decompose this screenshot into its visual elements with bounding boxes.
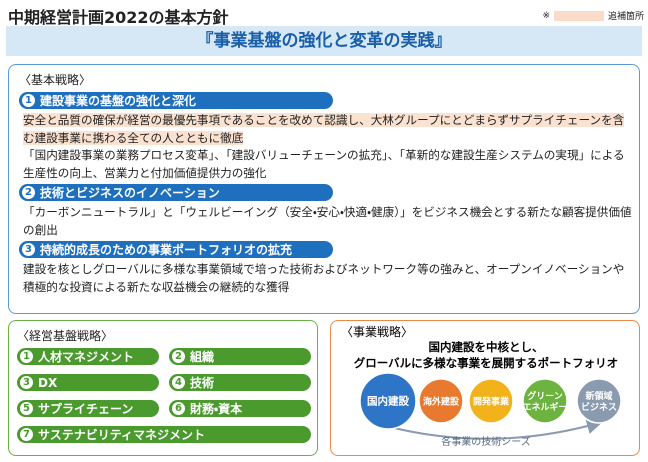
management-item: 3 DX <box>17 374 159 391</box>
strategy-list: 1 建設事業の基盤の強化と深化安全と品質の確保が経営の最優先事項であることを改めて… <box>19 92 632 296</box>
headline: グローバルに多様な事業を展開するポートフォリオ <box>354 356 618 370</box>
heading-text: 技術とビジネスのイノベーション <box>40 186 220 200</box>
paragraph-text: 「国内建設事業の業務プロセス変革」、「建設バリューチェーンの拡充」、「革新的な建… <box>23 148 625 180</box>
circle-label: ビジネス <box>581 401 617 413</box>
item-label: サプライチェーン <box>38 402 134 416</box>
number-badge: 6 <box>172 402 185 415</box>
business-circle <box>359 372 417 430</box>
note-mark: ※ <box>542 10 550 21</box>
number-badge: 5 <box>20 402 33 415</box>
number-badge: 2 <box>22 186 35 199</box>
management-list: 1 人材マネジメント 2 組織 3 DX 4 技術 5 サプライチェーン 6 財務・資本 7 サステナビリ… <box>17 348 311 443</box>
management-item: 1 人材マネジメント <box>17 348 159 365</box>
business-circle <box>418 378 464 424</box>
business-strategy: 〈事業戦略〉 国内建設を中核とし、 グローバルに多様な事業を展開するポートフォリ… <box>330 320 640 456</box>
number-badge: 1 <box>22 94 35 107</box>
heading-text: 建設事業の基盤の強化と深化 <box>40 94 197 108</box>
circle-label: 開発事業 <box>473 396 510 408</box>
item-label: 組織 <box>190 350 215 364</box>
note-swatch <box>553 10 604 21</box>
circle-label: エネルギー <box>522 401 567 413</box>
item-label: 人材マネジメント <box>38 350 135 364</box>
management-item: 7 サステナビリティマネジメント <box>17 426 311 443</box>
banner: 『事業基盤の強化と変革の実践』 <box>6 26 642 56</box>
circle-label: 海外建設 <box>423 396 460 408</box>
number-badge: 7 <box>20 428 33 441</box>
business-circle <box>468 378 514 424</box>
strategy-heading: 1 建設事業の基盤の強化と深化 <box>19 92 333 109</box>
note-text: 追補箇所 <box>607 12 644 22</box>
management-strategy: 〈経営基盤戦略〉 1 人材マネジメント 2 組織 3 DX 4 技術 5 サプライチェーン 6 財務・… <box>8 320 318 456</box>
circle-label: 新領域 <box>584 390 612 402</box>
paragraph: 「国内建設事業の業務プロセス変革」、「建設バリューチェーンの拡充」、「革新的な建… <box>19 147 635 182</box>
strategy-heading: 2 技術とビジネスのイノベーション <box>19 184 333 201</box>
item-label: 技術 <box>190 376 215 390</box>
number-badge: 3 <box>20 376 33 389</box>
management-item: 5 サプライチェーン <box>17 400 159 417</box>
arrow <box>385 418 603 440</box>
item-label: サステナビリティマネジメント <box>38 428 206 442</box>
heading-text: 持続的成長のための事業ポートフォリオの拡充 <box>40 243 293 257</box>
section-title: 〈経営基盤戦略〉 <box>17 329 114 343</box>
headline: 国内建設を中核とし、 <box>429 340 544 354</box>
management-item: 4 技術 <box>169 374 311 391</box>
item-label: DX <box>38 375 58 390</box>
item-label: 財務・資本 <box>190 402 243 416</box>
business-diagram: 〈事業戦略〉 国内建設を中核とし、 グローバルに多様な事業を展開するポートフォリ… <box>341 324 622 448</box>
paragraph-text: 「カーボンニュートラル」と「ウェルビーイング（安全・安心・快適・健康）」をビジネ… <box>23 205 632 237</box>
section-title: 〈基本戦略〉 <box>19 73 92 87</box>
paragraph: 安全と品質の確保が経営の最優先事項であることを改めて認識し、大林グループにとどま… <box>19 112 635 147</box>
paragraph-text: 建設を核としグローバルに多様な事業領域で培った技術およびネットワーク等の強みと、… <box>23 262 625 294</box>
business-circle <box>576 378 622 424</box>
paragraph: 「カーボンニュートラル」と「ウェルビーイング（安全・安心・快適・健康）」をビジネ… <box>19 204 635 239</box>
circle-label: グリーン <box>527 390 563 402</box>
strategy-heading: 3 持続的成長のための事業ポートフォリオの拡充 <box>19 241 333 258</box>
number-badge: 2 <box>172 350 185 363</box>
basic-strategy: 〈基本戦略〉 1 建設事業の基盤の強化と深化安全と品質の確保が経営の最優先事項であ… <box>8 64 640 314</box>
number-badge: 4 <box>172 376 185 389</box>
number-badge: 3 <box>22 243 35 256</box>
paragraph: 建設を核としグローバルに多様な事業領域で培った技術およびネットワーク等の強みと、… <box>19 261 635 296</box>
paragraph-text: 安全と品質の確保が経営の最優先事項であることを改めて認識し、大林グループにとどま… <box>23 113 625 145</box>
business-circle <box>522 378 568 424</box>
management-item: 6 財務・資本 <box>169 400 311 417</box>
section-title: 〈事業戦略〉 <box>341 324 413 339</box>
circle-label: 国内建設 <box>367 395 409 408</box>
legend-note: ※ 追補箇所 <box>542 9 644 22</box>
arrow-label: 各事業の技術シーズ <box>441 435 531 448</box>
management-item: 2 組織 <box>169 348 311 365</box>
number-badge: 1 <box>20 350 33 363</box>
header-title: 中期経営計画2022の基本方針 <box>8 8 229 27</box>
